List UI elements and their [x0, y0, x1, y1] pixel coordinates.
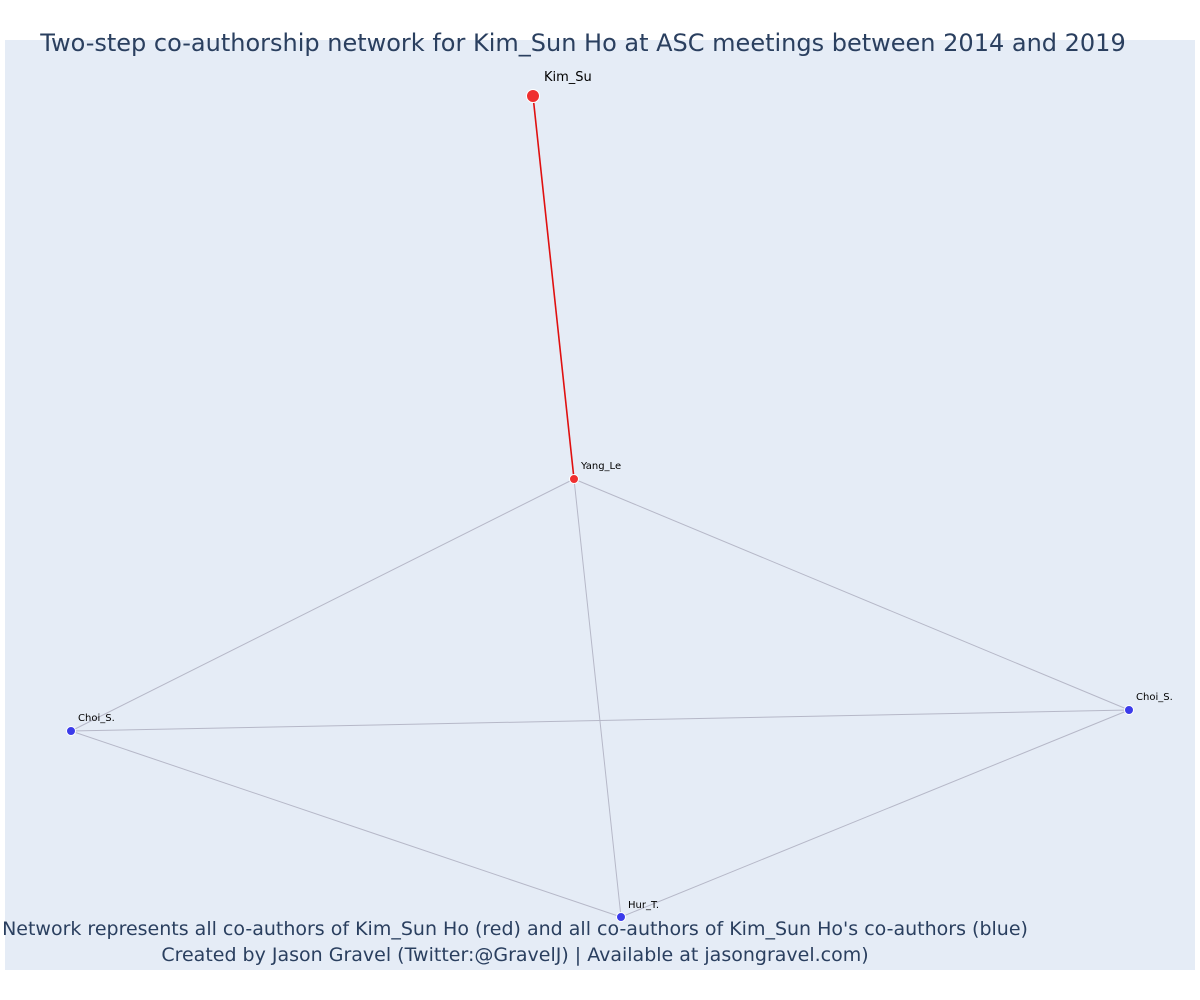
labels-layer: Kim_Su Yang_Le Choi_S. Choi_S. Hur_T. — [78, 70, 1173, 911]
node-label: Kim_Su — [544, 70, 592, 85]
figure-title: Two-step co-authorship network for Kim_S… — [40, 29, 1126, 57]
footer-credit: Created by Jason Gravel (Twitter:@Gravel… — [161, 944, 869, 966]
coauthor-edge — [70, 709, 1130, 732]
focal-edge — [532, 95, 575, 480]
node-label: Choi_S. — [78, 713, 115, 724]
coauthor-edge — [573, 478, 1130, 711]
coauthor-node[interactable] — [1124, 705, 1134, 715]
coauthor-node[interactable] — [66, 726, 76, 736]
footer-caption: Network represents all co-authors of Kim… — [2, 918, 1028, 940]
coauthor-edge — [70, 730, 622, 918]
node-label: Yang_Le — [580, 461, 621, 472]
coauthor-node[interactable] — [616, 912, 626, 922]
node-label: Choi_S. — [1136, 692, 1173, 703]
coauthor-edge — [620, 709, 1130, 918]
node-label: Hur_T. — [628, 900, 659, 911]
plot-area — [5, 40, 1195, 970]
nodes-layer — [66, 89, 1134, 922]
focal-node[interactable] — [526, 89, 540, 103]
edges-layer — [70, 95, 1130, 918]
coauthor-edge — [70, 478, 575, 732]
coauthor-edge — [573, 478, 622, 918]
focal-node[interactable] — [569, 474, 579, 484]
